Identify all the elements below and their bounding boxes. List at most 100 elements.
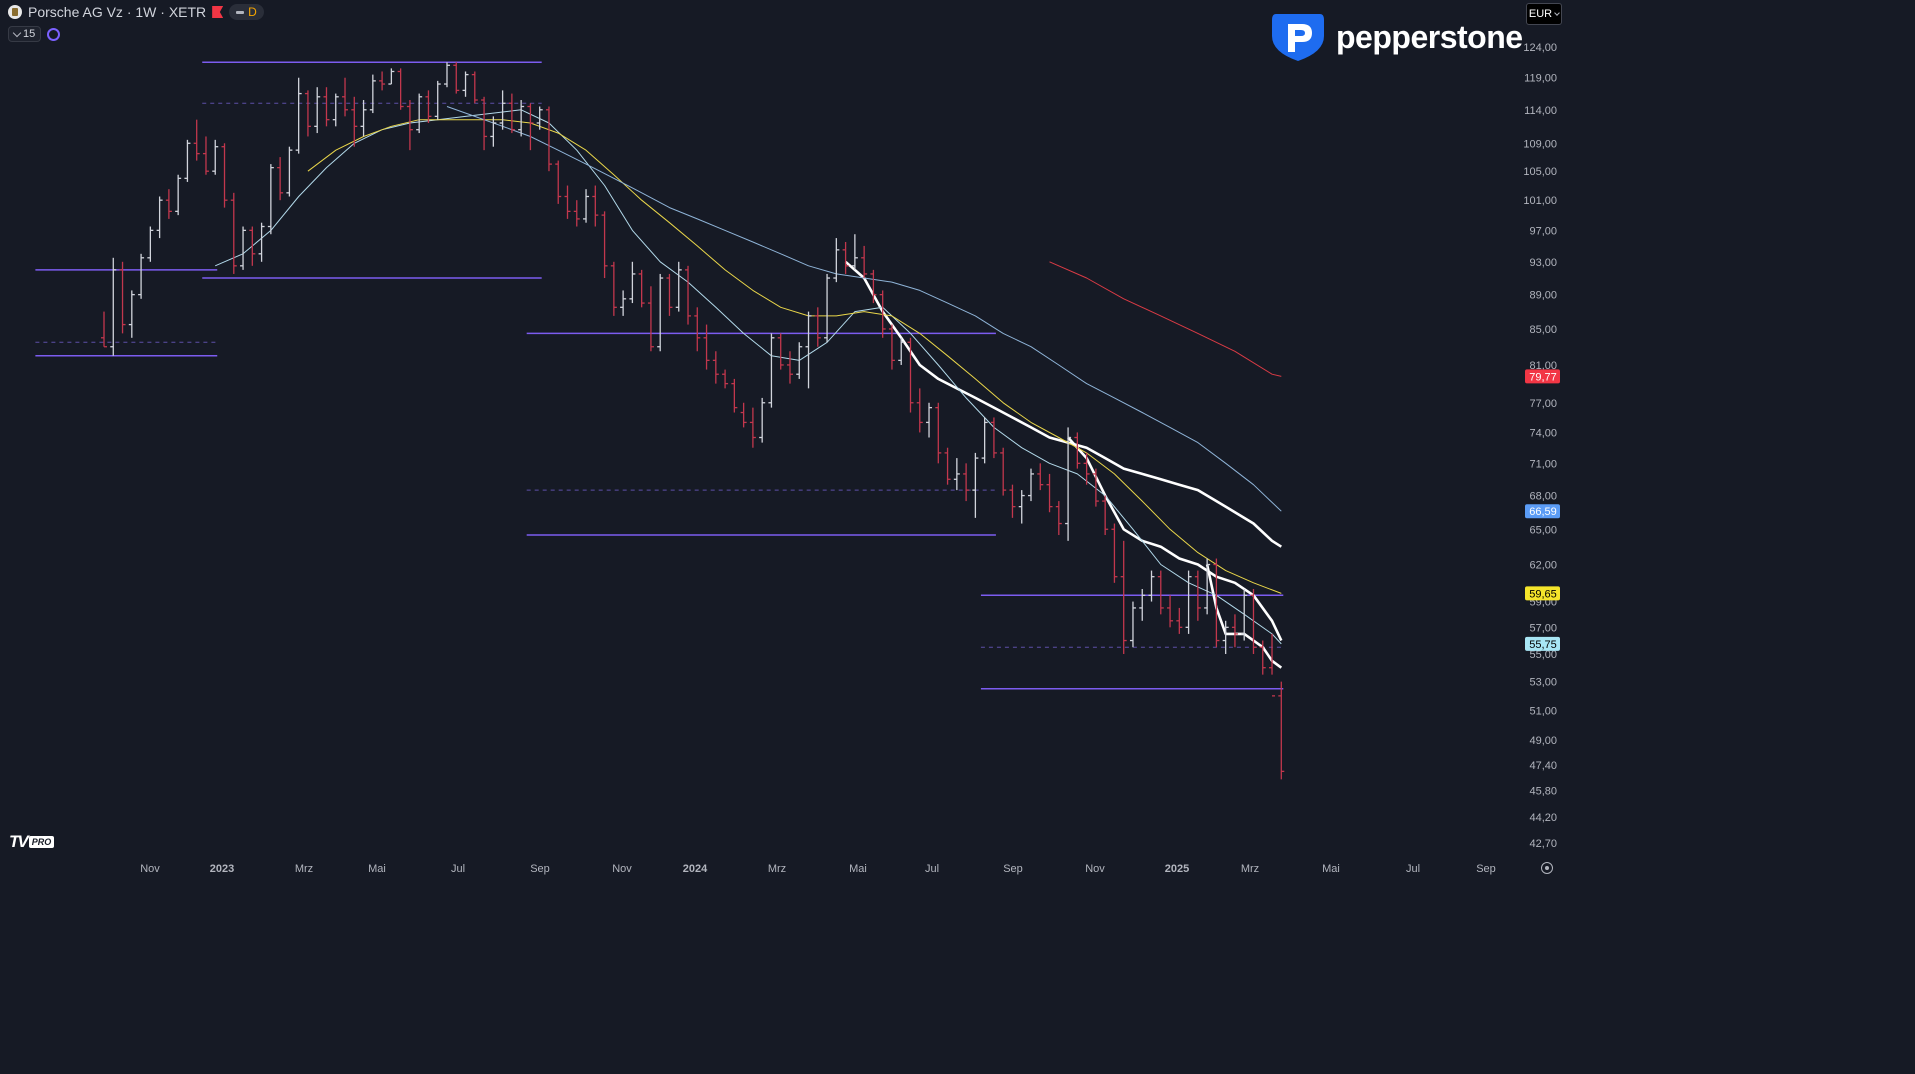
ohlc-bar: [898, 337, 905, 365]
axis-settings-icon[interactable]: [1541, 862, 1553, 874]
price-axis-label: 57,00: [1529, 622, 1557, 634]
time-axis[interactable]: Nov 2023 Mrz Mai Jul Sep Nov 2024 Mrz Mai Jul Sep No…: [140, 863, 1496, 875]
price-axis-label: 77,00: [1529, 398, 1557, 410]
price-axis-label: 74,00: [1529, 427, 1557, 439]
ohlc-bar: [1018, 490, 1025, 524]
price-tag-bg: [1525, 369, 1560, 384]
pepperstone-p-icon: [1272, 14, 1324, 61]
indicator-count: 15: [23, 28, 36, 40]
ohlc-bar: [963, 463, 970, 502]
ohlc-bar: [610, 261, 617, 316]
ohlc-bar: [527, 103, 534, 151]
ohlc-bar: [1167, 595, 1174, 628]
tradingview-logo[interactable]: TV PRO: [9, 832, 55, 852]
ohlc-bar: [1222, 620, 1229, 654]
time-axis-label: Nov: [140, 863, 160, 875]
ohlc-bar: [323, 87, 330, 127]
ohlc-bar: [926, 402, 933, 438]
price-labels: 79,77 66,59 59,65 55,75: [1525, 369, 1560, 651]
chevron-down-icon: [12, 28, 22, 37]
ohlc-bar: [647, 286, 654, 352]
ohlc-bar: [712, 351, 719, 384]
currency-button[interactable]: EUR: [1526, 3, 1562, 25]
ohlc-bar: [304, 90, 311, 137]
ohlc-bar: [879, 290, 886, 338]
price-tag: 79,77: [1525, 369, 1560, 384]
ohlc-bar: [1028, 468, 1034, 502]
ohlc-bar: [434, 80, 441, 120]
ohlc-bar: [796, 342, 803, 379]
price-axis-label: 42,70: [1529, 838, 1557, 850]
ohlc-bar: [1185, 570, 1192, 634]
ohlc-bar: [332, 93, 339, 127]
ohlc-bar: [990, 417, 997, 459]
ohlc-bar: [138, 253, 145, 299]
ohlc-bar: [202, 136, 209, 175]
ohlc-bar: [786, 351, 793, 384]
ohlc-bar: [295, 77, 302, 154]
price-axis-label: 89,00: [1529, 290, 1557, 302]
price-tag: 55,75: [1525, 636, 1560, 651]
ohlc-bar: [703, 324, 710, 370]
ohlc-bar: [981, 417, 988, 464]
ohlc-bar: [1269, 633, 1276, 697]
ohlc-bar: [740, 402, 747, 428]
time-axis-label: Mrz: [768, 863, 786, 875]
ohlc-bar: [657, 273, 664, 352]
ohlc-bar: [1000, 447, 1007, 496]
indicator-settings-icon[interactable]: [47, 27, 61, 41]
price-tag-bg: [1525, 586, 1560, 601]
ohlc-bar: [731, 378, 738, 413]
ohlc-bar: [685, 265, 692, 325]
ohlc-bar: [870, 269, 877, 304]
ohlc-bar: [342, 77, 349, 117]
ohlc-bar: [564, 185, 571, 219]
price-tag-bg: [1525, 636, 1560, 651]
time-axis-label: Sep: [1476, 863, 1496, 875]
ohlc-bar: [777, 333, 784, 370]
ohlc-bar: [230, 192, 237, 274]
price-axis-label: 119,00: [1524, 73, 1557, 85]
price-axis-label: 44,20: [1529, 812, 1557, 824]
ohlc-bar: [972, 452, 979, 518]
time-axis-label: Sep: [530, 863, 550, 875]
symbol-logo-icon: [8, 5, 22, 19]
price-tag-value: 55,75: [1529, 639, 1557, 651]
ohlc-bar: [212, 139, 219, 175]
ohlc-bar: [351, 96, 358, 147]
ohlc-bar: [805, 311, 812, 389]
moving-average-line: [1049, 261, 1282, 377]
ohlc-bar: [258, 222, 265, 262]
ohlc-bar: [833, 238, 840, 283]
ohlc-bar: [240, 226, 247, 270]
ohlc-bar: [369, 74, 376, 114]
time-axis-label: 2023: [210, 863, 234, 875]
price-axis-label: 62,00: [1529, 560, 1557, 572]
moving-average-line: [307, 119, 1282, 594]
market-status-badge[interactable]: D: [229, 4, 264, 20]
ohlc-bar: [1129, 601, 1136, 648]
pepperstone-wordmark: pepperstone: [1336, 18, 1523, 55]
indicators-toggle-button[interactable]: 15: [8, 26, 42, 42]
ohlc-bar: [1046, 473, 1053, 513]
symbol-title[interactable]: Porsche AG Vz · 1W · XETR: [28, 4, 207, 20]
price-axis-label: 114,00: [1524, 105, 1557, 117]
ohlc-bar: [193, 119, 200, 161]
ohlc-bar: [397, 68, 404, 110]
price-axis-label: 85,00: [1529, 324, 1557, 336]
ohlc-bar: [388, 68, 395, 85]
flag-icon[interactable]: [212, 6, 223, 18]
ohlc-bar: [518, 100, 525, 137]
price-axis-label: 101,00: [1523, 195, 1557, 207]
time-axis-label: 2025: [1165, 863, 1189, 875]
time-axis-label: Jul: [1406, 863, 1420, 875]
ohlc-bar: [453, 62, 460, 94]
price-tag: 59,65: [1525, 586, 1560, 601]
time-axis-label: Mai: [1322, 863, 1340, 875]
price-axis-label: 93,00: [1529, 257, 1557, 269]
chart-header[interactable]: Porsche AG Vz · 1W · XETR D: [8, 4, 264, 20]
ohlc-bar: [184, 139, 191, 182]
price-axis-label: 81,00: [1529, 360, 1557, 372]
